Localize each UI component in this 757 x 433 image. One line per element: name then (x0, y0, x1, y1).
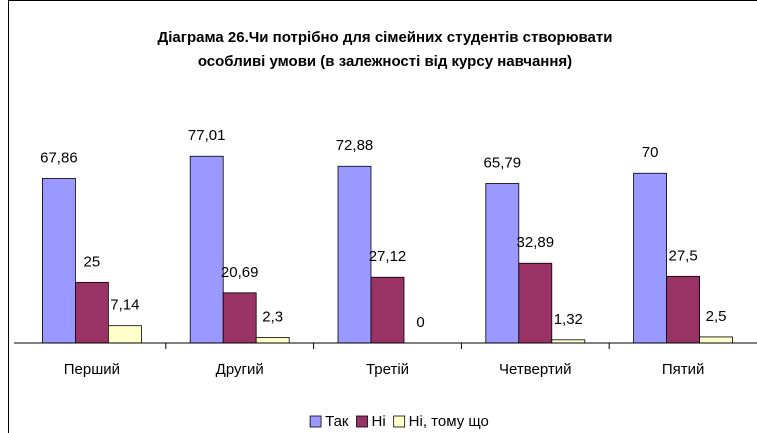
data-label: 7,14 (110, 297, 139, 314)
data-label: 2,3 (262, 308, 283, 325)
data-label: 72,88 (336, 137, 374, 154)
bar (485, 183, 520, 344)
data-label: 32,89 (517, 234, 555, 251)
bar (370, 276, 405, 344)
bar (42, 178, 76, 344)
legend-label: Ні (372, 413, 386, 430)
data-label: 20,69 (221, 264, 259, 281)
data-label: 65,79 (484, 154, 522, 171)
x-tick-label: Четвертий (499, 361, 572, 378)
bar (699, 336, 733, 344)
legend-swatch (393, 415, 406, 428)
data-label: 67,86 (40, 149, 78, 166)
chart-title: особливі умови (в залежності від курсу н… (198, 53, 572, 70)
bar (337, 165, 372, 344)
data-label: 70 (642, 144, 659, 161)
bar (633, 172, 667, 344)
bar (108, 325, 142, 344)
bar (75, 281, 109, 344)
data-label: 0 (416, 314, 424, 331)
data-label: 2,5 (706, 308, 727, 325)
legend-swatch (309, 415, 322, 428)
bar (189, 155, 224, 344)
bar (255, 337, 290, 344)
legend-swatch (356, 415, 368, 428)
x-tick-label: Другий (216, 361, 264, 378)
data-label: 77,01 (188, 127, 226, 144)
data-label: 27,5 (668, 247, 697, 264)
legend-label: Так (325, 413, 349, 430)
x-tick-label: Пятий (662, 361, 705, 378)
x-tick-label: Перший (64, 361, 120, 378)
bar (666, 275, 700, 344)
legend-label: Ні, тому що (409, 413, 489, 430)
bar (222, 292, 257, 344)
data-label: 25 (84, 253, 101, 270)
chart-border (8, 0, 757, 433)
chart-title: Діаграма 26.Чи потрібно для сімейних сту… (158, 29, 613, 46)
bar (518, 262, 553, 344)
data-label: 1,32 (554, 311, 583, 328)
data-label: 27,12 (369, 248, 407, 265)
x-tick-label: Третій (366, 361, 409, 378)
